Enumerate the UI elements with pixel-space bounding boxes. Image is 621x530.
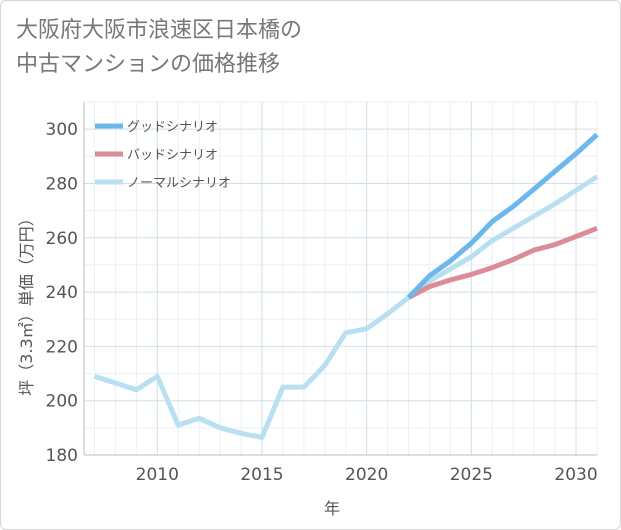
axes <box>83 102 597 456</box>
y-tick-label: 220 <box>46 337 78 357</box>
y-tick-label: 260 <box>46 229 78 249</box>
legend-label-2: ノーマルシナリオ <box>127 176 231 191</box>
chart-title-line-1: 大阪府大阪市浪速区日本橋の <box>16 18 303 43</box>
plot-area <box>84 102 597 455</box>
y-tick-label: 300 <box>46 120 78 140</box>
x-axis-label: 年 <box>324 499 340 518</box>
grid-lines <box>84 101 598 456</box>
chart-title-line-2: 中古マンションの価格推移 <box>16 52 281 77</box>
tick-labels: 2010 2015 2020 2025 2030 180 200 220 240 260 280 30… <box>46 120 598 485</box>
series-line-2 <box>93 174 599 440</box>
y-axis-label: 坪（3.3㎡）単価（万円） <box>17 210 36 395</box>
y-tick-label: 200 <box>46 392 78 412</box>
series-line-0 <box>406 132 599 300</box>
legend-label-1: バッドシナリオ <box>127 148 218 163</box>
y-tick-label: 180 <box>46 446 78 466</box>
x-tick-label: 2015 <box>240 465 283 485</box>
x-tick-label: 2020 <box>345 465 388 485</box>
legend-label-0: グッドシナリオ <box>127 120 218 135</box>
y-tick-label: 240 <box>46 283 78 303</box>
x-tick-label: 2030 <box>554 465 597 485</box>
y-tick-label: 280 <box>46 174 78 194</box>
series-line-1 <box>407 225 598 300</box>
x-tick-label: 2025 <box>450 465 493 485</box>
series-lines <box>93 132 599 440</box>
chart-title: 大阪府大阪市浪速区日本橋の 中古マンションの価格推移 <box>16 14 436 82</box>
x-tick-label: 2010 <box>136 465 179 485</box>
